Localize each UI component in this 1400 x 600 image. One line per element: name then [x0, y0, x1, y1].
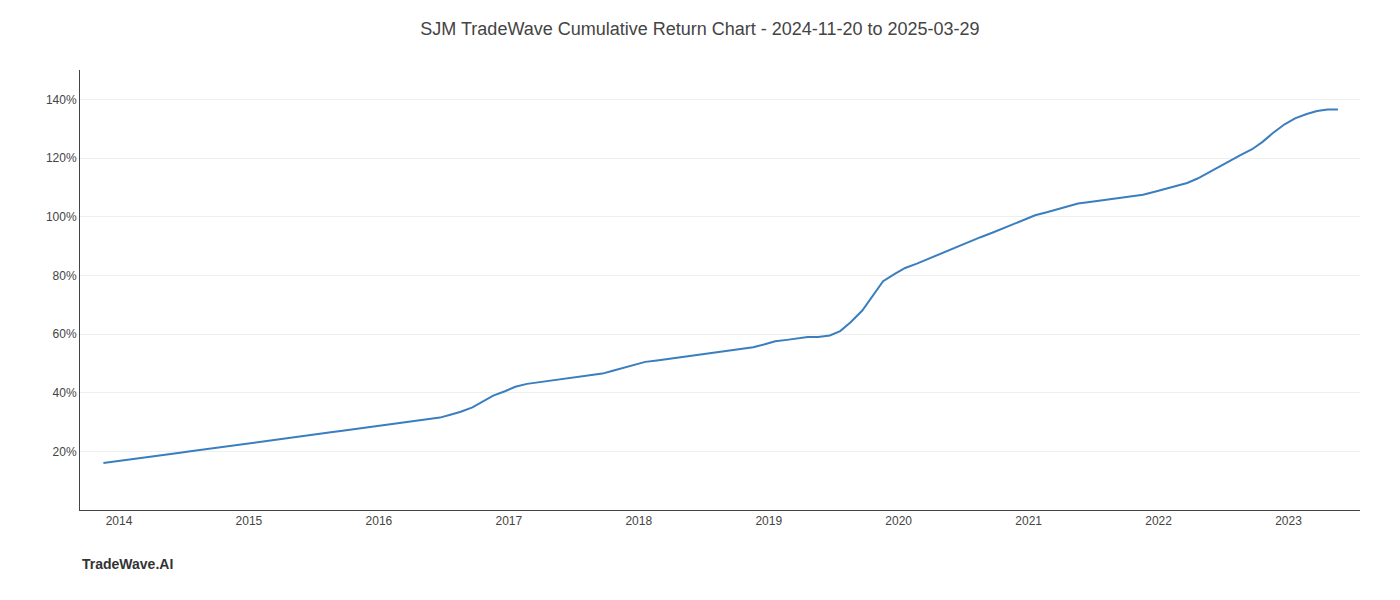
svg-text:TradeWave.AI: TradeWave.AI	[82, 556, 173, 572]
svg-text:2016: 2016	[366, 514, 393, 528]
svg-text:2023: 2023	[1275, 514, 1302, 528]
svg-text:60%: 60%	[53, 327, 77, 341]
svg-text:100%: 100%	[46, 210, 77, 224]
svg-text:2022: 2022	[1145, 514, 1172, 528]
svg-text:2021: 2021	[1015, 514, 1042, 528]
svg-text:2017: 2017	[495, 514, 522, 528]
svg-text:2015: 2015	[236, 514, 263, 528]
svg-text:120%: 120%	[46, 151, 77, 165]
svg-text:2020: 2020	[885, 514, 912, 528]
svg-text:140%: 140%	[46, 93, 77, 107]
svg-text:2019: 2019	[755, 514, 782, 528]
svg-text:2018: 2018	[625, 514, 652, 528]
svg-text:2014: 2014	[106, 514, 133, 528]
svg-text:SJM TradeWave Cumulative Retur: SJM TradeWave Cumulative Return Chart - …	[420, 19, 979, 39]
svg-text:40%: 40%	[53, 386, 77, 400]
svg-text:80%: 80%	[53, 269, 77, 283]
svg-text:20%: 20%	[53, 445, 77, 459]
